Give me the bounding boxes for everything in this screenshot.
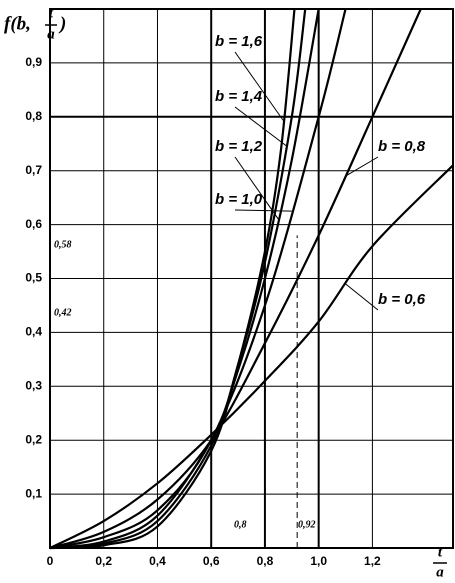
y-tick-label: 0,6: [25, 217, 42, 231]
x-tick-label: 0,2: [95, 554, 112, 568]
y-tick-label: 0,7: [25, 163, 42, 177]
x-tick-label: 0,6: [203, 554, 220, 568]
plot-frame: [49, 8, 454, 549]
y-tick-label: 0,4: [25, 325, 42, 339]
series-label: b = 1,0: [215, 191, 263, 208]
y-axis-label: f(b,: [4, 13, 31, 34]
leader-line: [234, 51, 285, 122]
leader-line: [345, 156, 379, 177]
y-tick-label: 0,3: [25, 378, 42, 392]
y-tick-label: 0,5: [25, 271, 42, 285]
x-tick-label: 0: [47, 554, 54, 568]
curve: [49, 164, 454, 549]
series-label: b = 0,8: [378, 138, 426, 155]
series-label: b = 0,6: [378, 291, 426, 308]
curve: [49, 8, 422, 550]
x-axis-label: t: [438, 544, 443, 560]
leader-line: [234, 209, 292, 212]
x-tick-label: 0,8: [257, 554, 274, 568]
leader-line: [234, 156, 279, 220]
annotation: 0,92: [298, 519, 316, 530]
leader-line: [345, 283, 379, 311]
annotation: 0,58: [54, 239, 72, 250]
y-tick-label: 0,2: [25, 432, 42, 446]
annotation: 0,42: [54, 307, 72, 318]
series-label: b = 1,6: [215, 33, 263, 50]
y-tick-label: 0,1: [25, 486, 42, 500]
x-tick-label: 1,0: [310, 554, 327, 568]
series-label: b = 1,2: [215, 138, 263, 155]
y-axis-label: ): [58, 13, 66, 34]
y-axis-label: a: [47, 26, 55, 42]
x-tick-label: 1,2: [364, 554, 381, 568]
annotation: 0,8: [234, 519, 247, 530]
y-tick-label: 0,8: [25, 109, 42, 123]
leader-line: [234, 106, 287, 147]
series-label: b = 1,4: [215, 88, 263, 105]
curve: [49, 8, 347, 550]
curve: [49, 8, 307, 550]
x-tick-label: 0,4: [149, 554, 166, 568]
x-axis-label: a: [436, 564, 444, 580]
curve: [49, 8, 320, 550]
y-axis-label: t: [49, 5, 54, 21]
y-tick-label: 0,9: [25, 55, 42, 69]
